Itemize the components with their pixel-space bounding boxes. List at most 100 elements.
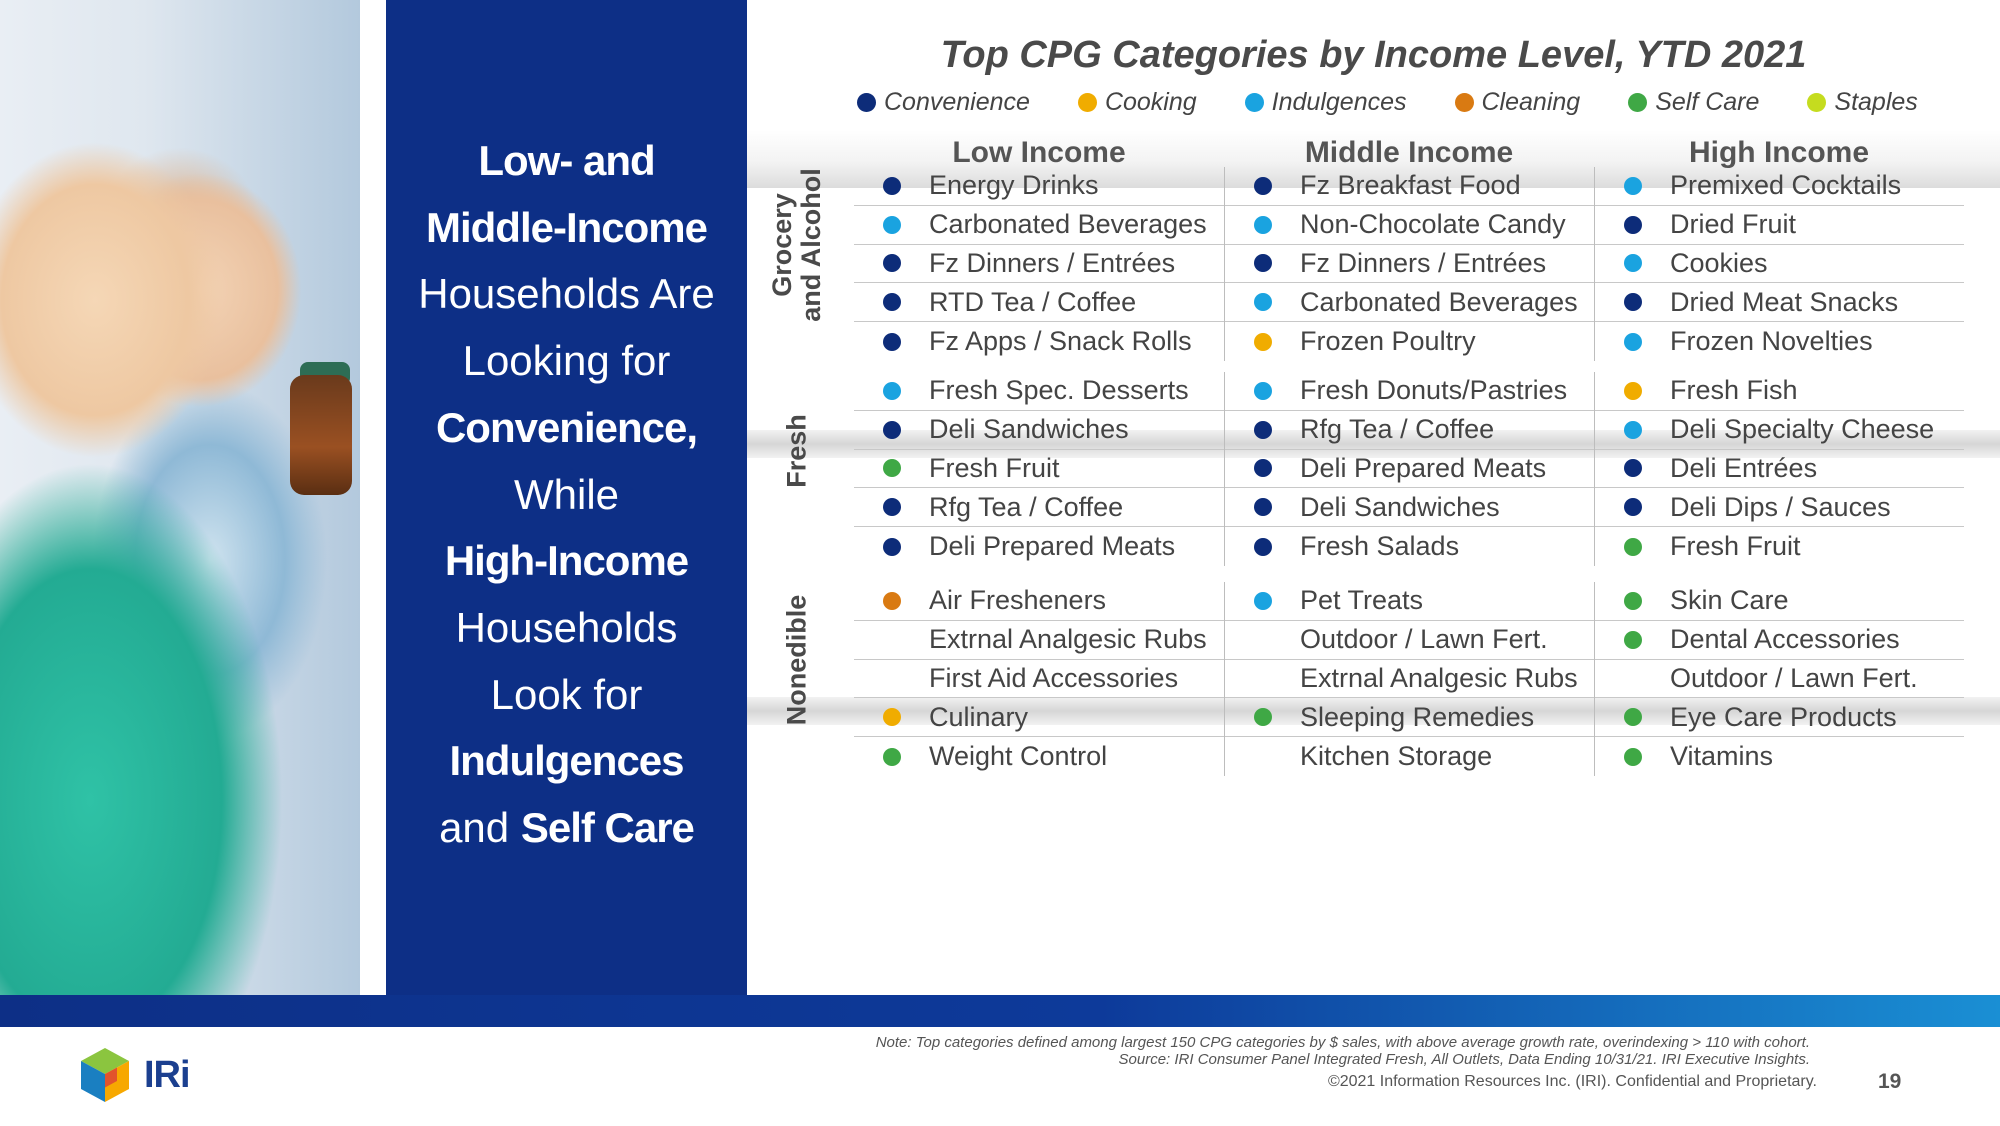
section-label-text: Grocery and Alcohol bbox=[767, 168, 826, 322]
category-dot-icon bbox=[883, 381, 901, 400]
category-name: Outdoor / Lawn Fert. bbox=[1670, 662, 1918, 693]
category-row: Fz Dinners / Entrées bbox=[1225, 245, 1594, 284]
category-name: Frozen Poultry bbox=[1300, 326, 1476, 357]
category-name: Deli Sandwiches bbox=[1300, 491, 1500, 522]
category-row: Fresh Spec. Desserts bbox=[854, 372, 1224, 411]
income-column: Fresh Donuts/Pastries Rfg Tea / Coffee Del… bbox=[1224, 372, 1594, 566]
category-name: Deli Dips / Sauces bbox=[1670, 491, 1891, 522]
headline-line: Middle-Income bbox=[386, 195, 747, 262]
legend-label: Cleaning bbox=[1481, 88, 1581, 116]
category-row: Fresh Salads bbox=[1225, 527, 1594, 566]
category-row: Fresh Donuts/Pastries bbox=[1225, 372, 1594, 411]
headline-text: Look for bbox=[490, 670, 643, 718]
category-row: Dried Fruit bbox=[1595, 206, 1964, 245]
category-row: Sleeping Remedies bbox=[1225, 698, 1594, 738]
category-row: Deli Prepared Meats bbox=[854, 527, 1224, 566]
category-name: Pet Treats bbox=[1300, 585, 1424, 616]
headline-line: Look for bbox=[386, 662, 747, 729]
chart-title: Top CPG Categories by Income Level, YTD … bbox=[940, 34, 1807, 76]
category-name: Deli Specialty Cheese bbox=[1670, 414, 1935, 445]
category-row: First Aid Accessories bbox=[854, 660, 1224, 699]
category-dot-icon bbox=[1624, 498, 1642, 517]
category-row: Outdoor / Lawn Fert. bbox=[1595, 660, 1964, 699]
category-row: Culinary bbox=[854, 698, 1224, 738]
category-name: Vitamins bbox=[1670, 741, 1774, 772]
headline-emphasis: High-Income bbox=[444, 537, 689, 585]
headline-line: High-Income bbox=[386, 528, 747, 595]
category-row: Fz Breakfast Food bbox=[1225, 167, 1594, 206]
income-column: Energy Drinks Carbonated Beverages Fz Dinn… bbox=[854, 167, 1224, 361]
iri-logo: IRi bbox=[78, 1046, 191, 1104]
category-row: Dental Accessories bbox=[1595, 621, 1964, 660]
category-dot-icon bbox=[1254, 498, 1272, 517]
category-table-area: Top CPG Categories by Income Level, YTD … bbox=[747, 0, 2000, 995]
category-dot-icon bbox=[1624, 332, 1642, 351]
category-dot-icon bbox=[1254, 215, 1272, 234]
category-name: Deli Prepared Meats bbox=[929, 531, 1176, 562]
category-dot-icon bbox=[883, 591, 901, 610]
income-column: Pet Treats Outdoor / Lawn Fert. Extrnal An… bbox=[1224, 582, 1594, 776]
category-dot-icon bbox=[1624, 747, 1642, 766]
category-dot-icon bbox=[883, 215, 901, 234]
category-name: Deli Sandwiches bbox=[929, 414, 1129, 445]
footnote-note: Note: Top categories defined among large… bbox=[875, 1034, 1810, 1051]
category-dot-icon bbox=[883, 176, 901, 195]
category-row: Deli Sandwiches bbox=[854, 411, 1224, 450]
section-label-line: Grocery bbox=[767, 193, 797, 297]
category-dot-icon bbox=[1624, 420, 1642, 439]
category-name: Energy Drinks bbox=[929, 170, 1099, 201]
section-label-line: and Alcohol bbox=[796, 168, 826, 322]
headline-text: While bbox=[513, 470, 620, 518]
section-grid: Fresh Spec. Desserts Deli Sandwiches Fresh… bbox=[854, 372, 1964, 566]
category-name: Fz Dinners / Entrées bbox=[1300, 247, 1547, 278]
category-row: Air Fresheners bbox=[854, 582, 1224, 621]
income-column: Premixed Cocktails Dried Fruit Cookies Drie… bbox=[1594, 167, 1964, 361]
category-name: Skin Care bbox=[1670, 585, 1789, 616]
category-row: Dried Meat Snacks bbox=[1595, 283, 1964, 323]
category-dot-icon bbox=[883, 708, 901, 727]
legend: Convenience Cooking Indulgences Cleaning Sel… bbox=[857, 88, 1918, 117]
category-dot-icon bbox=[1254, 254, 1272, 273]
category-name: Kitchen Storage bbox=[1300, 741, 1493, 772]
mother-child-shopping-photo bbox=[0, 0, 360, 995]
category-name: Dried Meat Snacks bbox=[1670, 286, 1899, 317]
section-grid: Air Fresheners Extrnal Analgesic Rubs Firs… bbox=[854, 582, 1964, 776]
legend-item-cooking: Cooking bbox=[1077, 88, 1197, 117]
category-dot-icon bbox=[1624, 537, 1642, 556]
category-name: Deli Entrées bbox=[1670, 452, 1818, 483]
legend-item-convenience: Convenience bbox=[857, 88, 1030, 117]
category-dot-icon bbox=[1254, 293, 1272, 312]
legend-dot-icon bbox=[857, 93, 876, 112]
category-row: Extrnal Analgesic Rubs bbox=[1225, 660, 1594, 699]
legend-item-cleaning: Cleaning bbox=[1454, 88, 1581, 117]
section-label-line: Fresh bbox=[781, 414, 812, 488]
category-name: Carbonated Beverages bbox=[929, 209, 1207, 240]
category-dot-icon bbox=[1254, 459, 1272, 478]
footer-bar bbox=[0, 995, 2000, 1027]
category-dot-icon bbox=[1624, 254, 1642, 273]
category-dot-icon bbox=[883, 332, 901, 351]
category-name: Dried Fruit bbox=[1670, 209, 1797, 240]
category-row: Fresh Fruit bbox=[854, 450, 1224, 489]
iri-cube-icon bbox=[81, 1048, 129, 1102]
category-name: RTD Tea / Coffee bbox=[929, 286, 1137, 317]
category-row: Energy Drinks bbox=[854, 167, 1224, 206]
legend-label: Convenience bbox=[884, 88, 1030, 116]
footnote-source: Source: IRI Consumer Panel Integrated Fr… bbox=[1118, 1051, 1810, 1068]
income-column: Fresh Fish Deli Specialty Cheese Deli Entr… bbox=[1594, 372, 1964, 566]
category-dot-icon bbox=[883, 254, 901, 273]
headline-line: While bbox=[386, 462, 747, 529]
category-dot-icon bbox=[1254, 381, 1272, 400]
legend-item-indulgences: Indulgences bbox=[1244, 88, 1407, 117]
category-row: Rfg Tea / Coffee bbox=[854, 488, 1224, 528]
copyright: ©2021 Information Resources Inc. (IRI). … bbox=[1327, 1073, 1817, 1090]
headline-text: Households bbox=[455, 603, 678, 651]
category-row: Weight Control bbox=[854, 737, 1224, 776]
category-row: Deli Entrées bbox=[1595, 450, 1964, 489]
category-dot-icon bbox=[1254, 708, 1272, 727]
headline-emphasis: Low- and bbox=[478, 137, 655, 184]
headline-line: Low- and bbox=[386, 128, 747, 195]
column-header-middle-income: Middle Income bbox=[1304, 136, 1514, 169]
category-name: Culinary bbox=[929, 701, 1029, 732]
category-dot-icon bbox=[1624, 381, 1642, 400]
